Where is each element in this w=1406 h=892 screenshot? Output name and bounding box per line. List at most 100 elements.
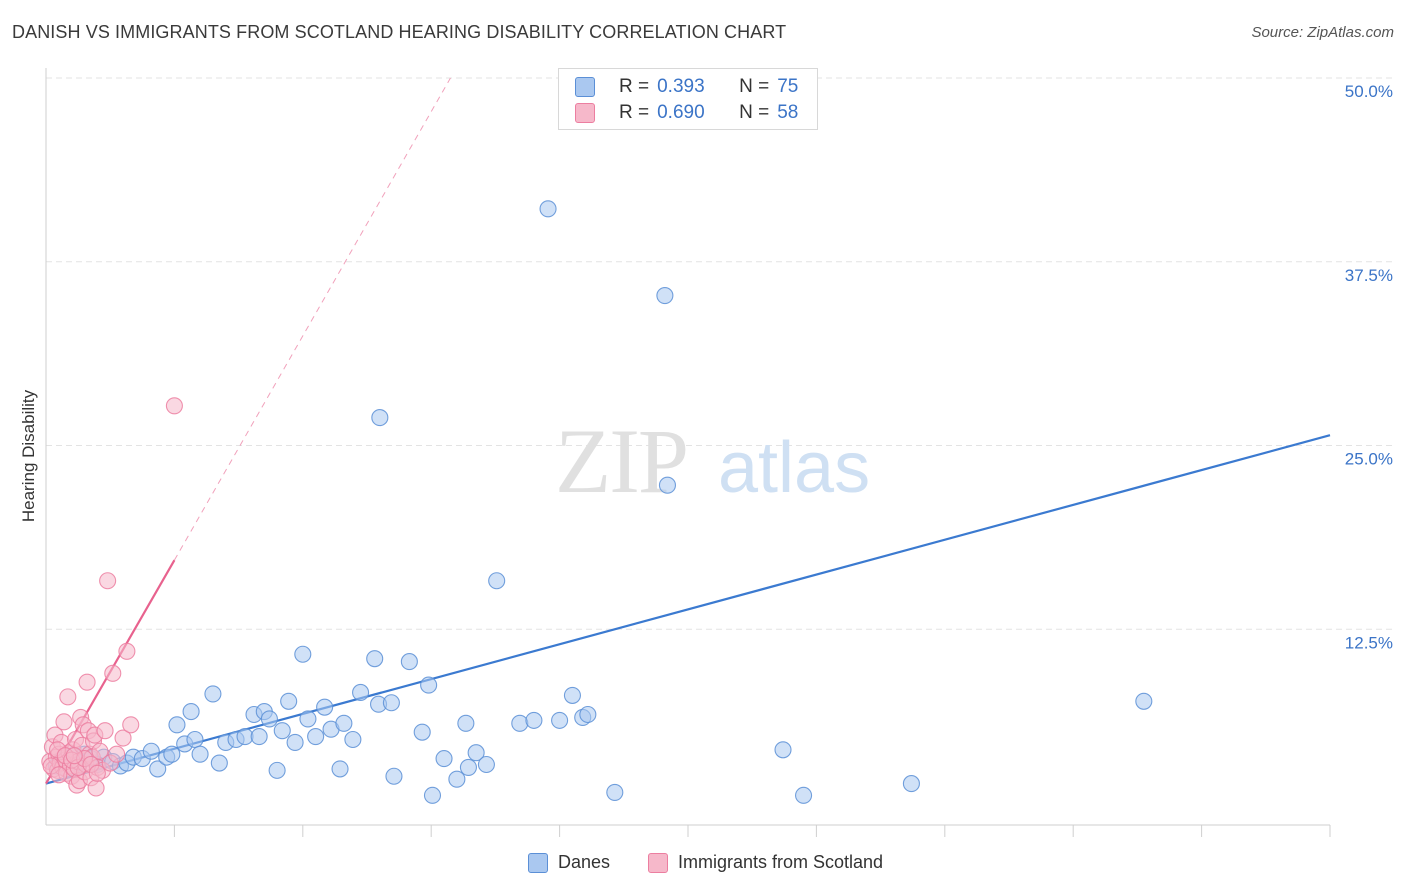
danes-point xyxy=(352,683,370,702)
scot-trend-extension xyxy=(173,77,451,561)
danes-point xyxy=(1135,692,1153,710)
danes-point xyxy=(260,710,278,728)
legend-item-danes[interactable]: Danes xyxy=(528,852,610,873)
watermark-zip: ZIP xyxy=(555,410,687,512)
scot-point xyxy=(165,397,183,415)
scot-n-label: N = xyxy=(739,102,770,123)
danes-point xyxy=(448,770,466,788)
danes-point xyxy=(658,476,677,494)
danes-point xyxy=(273,722,291,740)
danes-point xyxy=(457,714,475,732)
trend-lines xyxy=(45,77,1331,785)
legend-row-scot: R = 0.690 N = 58 xyxy=(575,100,799,126)
scot-point xyxy=(108,745,126,763)
danes-r-label: R = xyxy=(619,76,650,97)
scot-r-value: 0.690 xyxy=(657,102,705,123)
scot-point xyxy=(87,779,105,797)
y-axis-label: Hearing Disability xyxy=(19,389,38,522)
correlation-legend: R = 0.393 N = 75 R = 0.690 N = 58 xyxy=(558,68,818,130)
watermark-atlas: atlas xyxy=(718,428,870,508)
danes-point xyxy=(142,742,160,760)
danes-trend-line xyxy=(45,434,1331,785)
danes-point xyxy=(366,650,384,668)
danes-point xyxy=(149,760,167,778)
danes-point xyxy=(467,744,485,762)
danes-point xyxy=(606,783,624,801)
chart-title: DANISH VS IMMIGRANTS FROM SCOTLAND HEARI… xyxy=(12,22,787,42)
scot-point xyxy=(88,764,106,782)
danes-point xyxy=(423,786,442,804)
danes-point xyxy=(186,730,204,749)
scot-point xyxy=(96,722,114,740)
danes-point xyxy=(656,287,674,305)
y-tick-label: 12.5% xyxy=(1345,633,1393,652)
danes-point xyxy=(335,714,353,732)
danes-legend-label: Danes xyxy=(558,852,611,872)
scot-point xyxy=(78,673,96,691)
danes-point xyxy=(525,711,543,729)
scot-point xyxy=(91,742,109,760)
source-label: Source: ZipAtlas.com xyxy=(1251,24,1394,41)
legend-row-danes: R = 0.393 N = 75 xyxy=(575,74,799,100)
danes-point xyxy=(307,728,325,746)
danes-point xyxy=(210,754,228,772)
danes-point xyxy=(268,761,286,779)
scot-point xyxy=(122,716,140,734)
scot-r-label: R = xyxy=(619,102,650,123)
danes-point xyxy=(488,572,506,590)
danes-point xyxy=(316,698,334,716)
danes-point xyxy=(250,728,268,746)
danes-point xyxy=(204,685,222,703)
danes-point xyxy=(371,409,389,427)
danes-point xyxy=(191,745,209,763)
danes-point xyxy=(163,745,181,763)
danes-point xyxy=(331,760,349,778)
danes-point xyxy=(182,703,200,721)
danes-point xyxy=(579,705,597,724)
danes-point xyxy=(459,758,477,776)
danes-point xyxy=(382,694,400,712)
danes-n-value: 75 xyxy=(777,76,799,97)
danes-point xyxy=(385,767,403,785)
danes-point xyxy=(539,200,557,218)
danes-point xyxy=(168,716,186,734)
danes-point xyxy=(294,645,312,663)
tick-labels: 12.5%25.0%37.5%50.0%0.0%100.0% xyxy=(1345,82,1393,652)
danes-point xyxy=(435,750,453,768)
scot-point xyxy=(118,642,136,660)
danes-r-value: 0.393 xyxy=(657,76,705,97)
danes-point xyxy=(286,733,304,751)
scot-point xyxy=(99,572,117,590)
grid-lines xyxy=(46,77,1392,630)
series-legend: Danes Immigrants from Scotland xyxy=(0,850,1406,880)
danes-point xyxy=(420,676,438,694)
scot-point xyxy=(114,729,132,747)
scot-point xyxy=(55,713,73,731)
scot-point xyxy=(65,747,83,765)
danes-point xyxy=(280,692,298,710)
scot-point xyxy=(59,688,77,706)
danes-point xyxy=(400,653,418,671)
danes-point xyxy=(774,741,792,759)
danes-swatch xyxy=(575,77,595,97)
danes-point xyxy=(551,711,569,729)
y-tick-label: 25.0% xyxy=(1345,450,1393,469)
scot-swatch xyxy=(575,103,595,123)
danes-point xyxy=(563,686,581,704)
scot-legend-swatch xyxy=(648,852,668,873)
axes xyxy=(45,68,1331,837)
danes-point xyxy=(511,714,529,732)
scot-legend-label: Immigrants from Scotland xyxy=(678,852,884,872)
scot-point xyxy=(50,766,68,784)
y-tick-label: 50.0% xyxy=(1345,82,1393,101)
danes-point xyxy=(477,755,495,774)
danes-point xyxy=(299,710,317,728)
scatter-chart: ZIP atlas 12.5%25.0%37.5%50.0%0.0%100.0%… xyxy=(19,68,1393,837)
scot-n-value: 58 xyxy=(777,102,799,123)
scot-point xyxy=(104,664,122,682)
danes-legend-swatch xyxy=(528,852,548,873)
danes-n-label: N = xyxy=(739,76,770,97)
danes-point xyxy=(344,730,362,749)
danes-point xyxy=(413,723,431,741)
legend-item-scot[interactable]: Immigrants from Scotland xyxy=(648,852,883,873)
